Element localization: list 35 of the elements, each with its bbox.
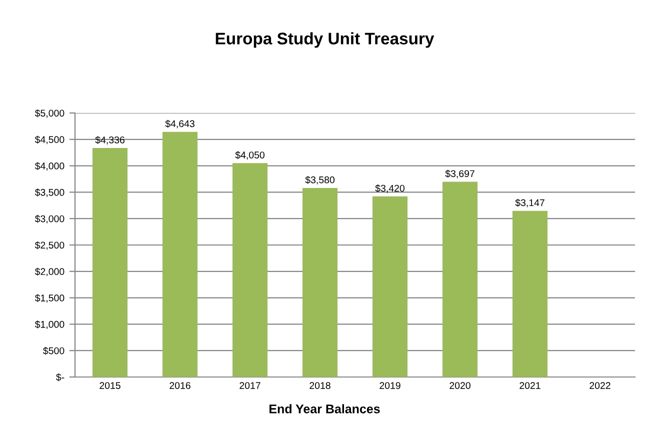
y-tick-label: $2,500 <box>34 241 64 250</box>
x-axis-title: End Year Balances <box>270 404 380 414</box>
x-tick-label: 2017 <box>240 382 260 389</box>
x-tick-label: 2015 <box>100 382 120 389</box>
bar <box>442 182 478 377</box>
data-label: $4,050 <box>235 151 264 160</box>
y-tick-label: $500 <box>43 346 64 355</box>
data-label: $3,580 <box>305 176 334 184</box>
data-label: $3,420 <box>375 184 404 193</box>
x-tick-label: 2021 <box>520 382 540 389</box>
y-tick-label: $3,500 <box>34 188 64 197</box>
bar <box>92 148 128 377</box>
data-label: $3,147 <box>515 198 544 208</box>
x-tick-label: 2020 <box>450 382 470 389</box>
x-tick-label: 2019 <box>380 382 400 389</box>
y-tick-label: $1,000 <box>34 320 64 329</box>
data-label: $4,643 <box>165 120 194 128</box>
bar <box>512 210 548 377</box>
x-tick-label: 2018 <box>310 382 330 389</box>
y-tick-label: $4,500 <box>34 136 64 144</box>
y-tick-label: $5,000 <box>34 109 64 118</box>
y-tick-label: $1,500 <box>34 294 64 303</box>
y-tick-label: $2,000 <box>34 268 64 276</box>
y-tick-label: $4,000 <box>34 162 64 171</box>
bar <box>232 163 268 377</box>
data-label: $3,697 <box>445 170 474 178</box>
x-tick-label: 2022 <box>590 382 610 389</box>
bar <box>302 188 338 377</box>
bar <box>372 196 408 377</box>
y-tick-label: $- <box>56 373 64 382</box>
chart-title: Europa Study Unit Treasury <box>216 32 434 48</box>
x-tick-label: 2016 <box>170 382 190 389</box>
data-label: $4,336 <box>95 136 124 145</box>
y-tick-label: $3,000 <box>34 214 64 224</box>
bar <box>162 132 198 377</box>
